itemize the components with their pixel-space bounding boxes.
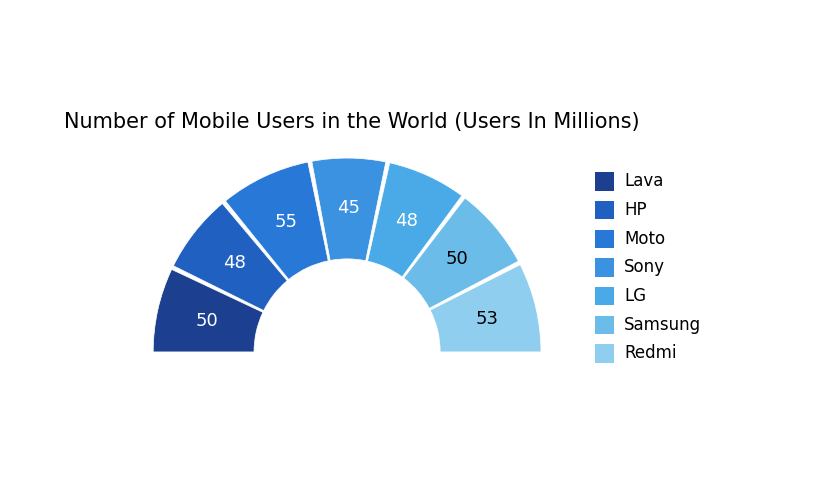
Text: Sony: Sony xyxy=(624,258,665,276)
Bar xyxy=(595,315,613,334)
Text: 48: 48 xyxy=(223,254,246,272)
Text: LG: LG xyxy=(624,287,646,305)
Text: 50: 50 xyxy=(445,250,468,268)
Text: 48: 48 xyxy=(396,212,418,230)
Text: Samsung: Samsung xyxy=(624,316,701,334)
Wedge shape xyxy=(430,265,541,352)
Text: Lava: Lava xyxy=(624,172,664,191)
Bar xyxy=(595,344,613,363)
Wedge shape xyxy=(368,163,462,277)
Wedge shape xyxy=(173,204,287,311)
Text: 50: 50 xyxy=(196,312,219,330)
Bar xyxy=(595,229,613,248)
Bar xyxy=(595,258,613,276)
Bar xyxy=(595,172,613,191)
Text: 55: 55 xyxy=(274,213,297,231)
Text: Redmi: Redmi xyxy=(624,345,677,362)
Wedge shape xyxy=(312,158,385,261)
Wedge shape xyxy=(225,162,328,279)
Bar xyxy=(595,287,613,305)
Bar xyxy=(595,201,613,219)
Text: Moto: Moto xyxy=(624,230,665,248)
Text: HP: HP xyxy=(624,201,647,219)
Text: Number of Mobile Users in the World (Users In Millions): Number of Mobile Users in the World (Use… xyxy=(64,111,639,132)
Text: 45: 45 xyxy=(337,200,360,217)
Wedge shape xyxy=(153,269,263,352)
Text: 53: 53 xyxy=(475,310,498,328)
Wedge shape xyxy=(404,198,519,308)
